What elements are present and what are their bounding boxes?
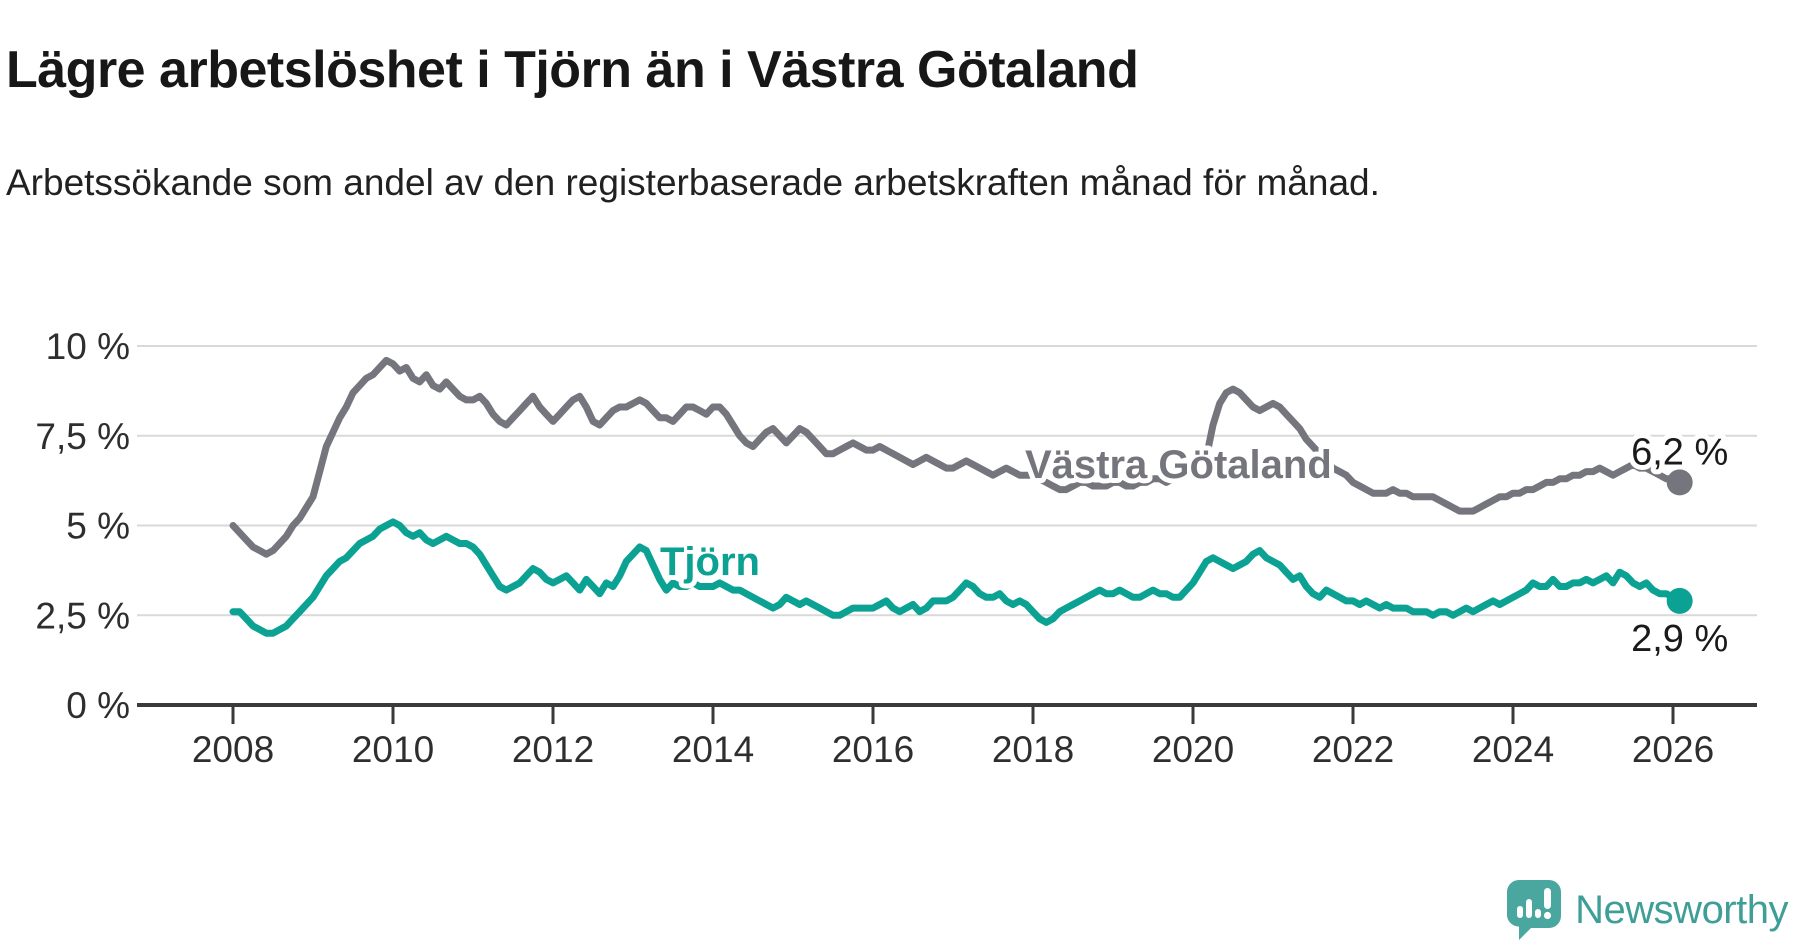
page-title: Lägre arbetslöshet i Tjörn än i Västra G…: [6, 40, 1139, 99]
gridlines: [137, 345, 1757, 617]
x-axis-tick-label: 2020: [1152, 729, 1234, 770]
y-axis-tick-label: 0 %: [66, 685, 130, 726]
end-value-label-vastra-gotaland: 6,2 %: [1631, 431, 1728, 473]
x-axis-tick-label: 2022: [1312, 729, 1394, 770]
x-axis-tick-label: 2016: [832, 729, 914, 770]
newsworthy-logo-icon: [1507, 880, 1562, 940]
line-tjorn: [229, 518, 1684, 637]
x-axis-tick-label: 2024: [1472, 729, 1554, 770]
series-label-tjorn: Tjörn: [660, 540, 760, 584]
x-axis-tick-label: 2010: [352, 729, 434, 770]
end-value-label-tjorn: 2,9 %: [1631, 618, 1728, 660]
newsworthy-branding: Newsworthy: [1507, 880, 1788, 940]
newsworthy-wordmark: Newsworthy: [1575, 887, 1788, 932]
y-axis-tick-label: 7,5 %: [35, 416, 130, 457]
series-label-vastra-gotaland: Västra Götaland: [1025, 443, 1332, 487]
x-axis-tick-label: 2012: [512, 729, 594, 770]
y-axis-tick-label: 10 %: [46, 326, 130, 367]
x-axis-tick-label: 2026: [1632, 729, 1714, 770]
line-vastra-gotaland: [229, 356, 1684, 558]
x-axis: [137, 703, 1757, 724]
x-axis-tick-label: 2014: [672, 729, 754, 770]
x-axis-tick-label: 2008: [192, 729, 274, 770]
x-axis-tick-label: 2018: [992, 729, 1074, 770]
y-axis-tick-label: 2,5 %: [35, 595, 130, 636]
chart-subtitle: Arbetssökande som andel av den registerb…: [6, 162, 1380, 203]
end-point-vastra-gotaland: [1666, 469, 1693, 496]
chart-labels: 0 % 2,5 % 5 % 7,5 % 10 % 2008 2010 2012 2014 2016…: [35, 326, 1733, 770]
end-point-tjorn: [1666, 587, 1693, 614]
y-axis-tick-label: 5 %: [66, 506, 130, 547]
data-series: [229, 356, 1693, 637]
